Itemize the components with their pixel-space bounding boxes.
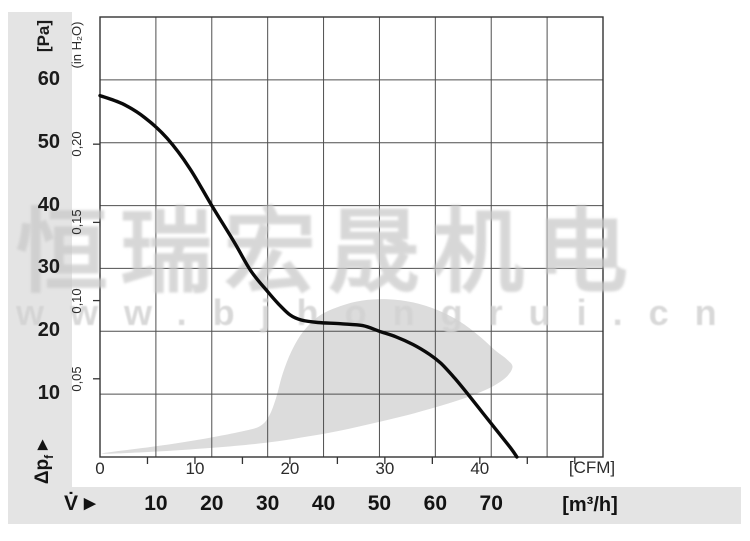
delta-p-axis-label: Δpf ▶ — [32, 424, 56, 500]
m3h-tick-label-20: 20 — [188, 492, 236, 516]
cfm-tick-label-40: 40 — [458, 459, 502, 479]
pa-tick-label-30: 30 — [8, 256, 60, 279]
cfm-tick-label-10: 10 — [173, 459, 217, 479]
pa-tick-label-50: 50 — [8, 131, 60, 154]
delta-p-subscript: f — [42, 455, 56, 459]
m3h-tick-label-70: 70 — [467, 492, 515, 516]
inh2o-tick-label-0,10: 0,10 — [69, 278, 85, 324]
pa-tick-label-20: 20 — [8, 319, 60, 342]
right-arrow-icon: ▶ — [84, 495, 96, 512]
up-arrow-icon: ▶ — [34, 440, 49, 450]
m3h-tick-label-10: 10 — [132, 492, 180, 516]
cfm-tick-label-20: 20 — [268, 459, 312, 479]
m3h-tick-label-40: 40 — [300, 492, 348, 516]
pa-tick-label-10: 10 — [8, 382, 60, 405]
inh2o-tick-label-0,15: 0,15 — [69, 199, 85, 245]
inh2o-tick-label-0,20: 0,20 — [69, 121, 85, 167]
vdot-text: V̇ — [64, 492, 78, 515]
inh2o-unit-label: (in H₂O) — [69, 5, 87, 85]
cfm-tick-label-0: 0 — [78, 459, 122, 479]
pa-unit-label: [Pa] — [34, 6, 54, 66]
fan-performance-chart: 恒瑞宏晟机电 www.bjhongrui.cn [Pa] (in H₂O) Δp… — [0, 0, 750, 541]
pa-tick-label-60: 60 — [8, 68, 60, 91]
m3h-tick-label-30: 30 — [244, 492, 292, 516]
m3h-tick-label-50: 50 — [355, 492, 403, 516]
pa-tick-label-40: 40 — [8, 194, 60, 217]
cfm-tick-label-30: 30 — [363, 459, 407, 479]
delta-p-text: Δp — [32, 459, 53, 484]
m3h-unit-label: [m³/h] — [550, 494, 630, 517]
cfm-unit-label: [CFM] — [556, 458, 628, 478]
m3h-tick-label-60: 60 — [411, 492, 459, 516]
flow-axis-label: V̇ ▶ — [64, 492, 96, 516]
watermark-url: www.bjhongrui.cn — [16, 292, 743, 334]
inh2o-tick-label-0,05: 0,05 — [69, 356, 85, 402]
